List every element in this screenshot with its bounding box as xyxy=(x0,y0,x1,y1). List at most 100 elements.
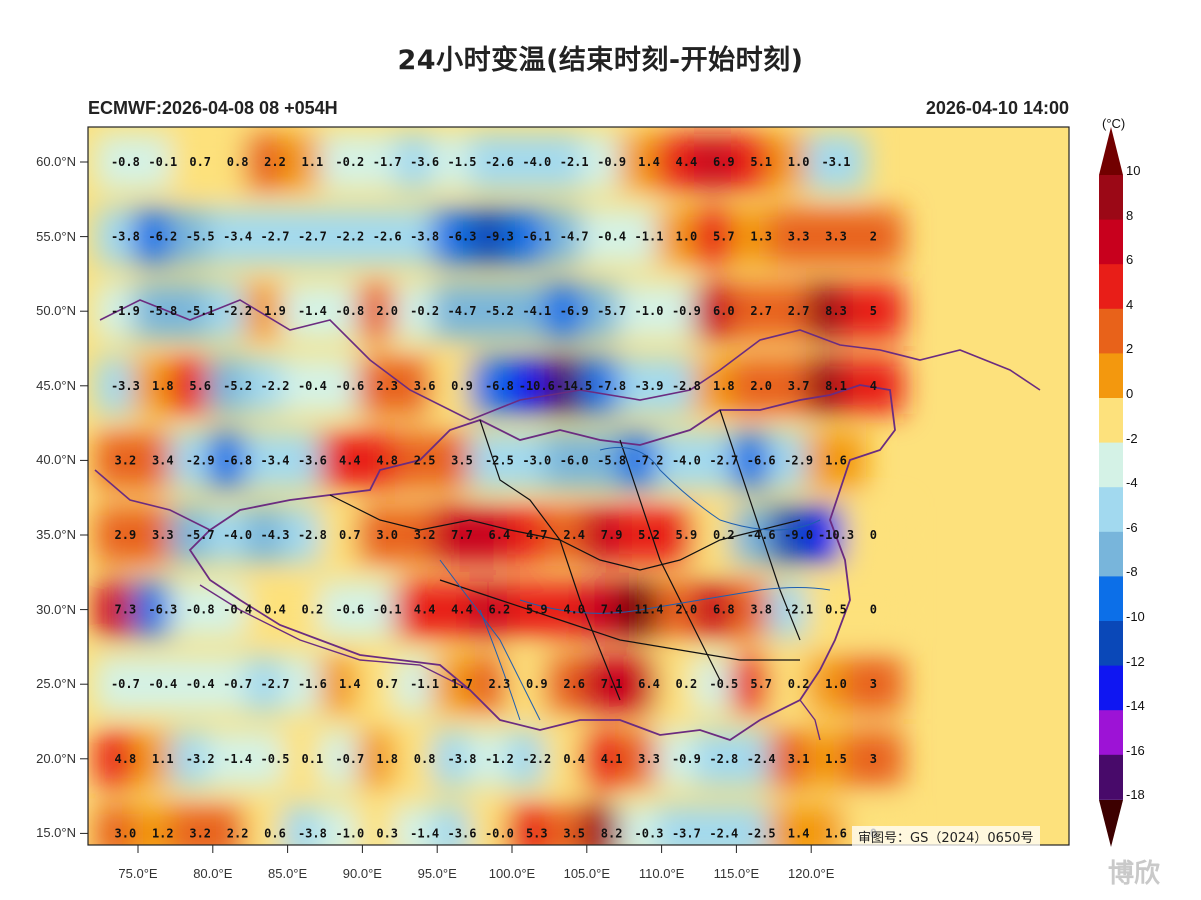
grid-value: -6.1 xyxy=(522,230,551,244)
grid-value: 5.7 xyxy=(750,677,772,691)
grid-value: -2.8 xyxy=(298,528,327,542)
grid-value: 5.9 xyxy=(526,603,548,617)
grid-value: -10.3 xyxy=(818,528,854,542)
field-cell xyxy=(843,581,904,638)
grid-value: 0 xyxy=(870,528,877,542)
grid-value: -1.4 xyxy=(298,304,327,318)
grid-value: 3.3 xyxy=(825,230,847,244)
model-run-label: ECMWF:2026-04-08 08 +054H xyxy=(88,98,338,118)
grid-value: 1.2 xyxy=(152,826,174,840)
grid-value: -0.6 xyxy=(335,603,364,617)
grid-value: -2.6 xyxy=(373,230,402,244)
grid-value: 2.6 xyxy=(563,677,585,691)
colorbar-box xyxy=(1099,398,1123,444)
latitude-label: 15.0°N xyxy=(36,825,76,841)
grid-value: -0.1 xyxy=(148,155,177,169)
grid-value: -6.3 xyxy=(148,603,177,617)
grid-value: 1.3 xyxy=(750,230,772,244)
colorbar-box xyxy=(1099,710,1123,756)
grid-value: -3.1 xyxy=(822,155,851,169)
grid-value: 2.7 xyxy=(788,304,810,318)
grid-value: -5.5 xyxy=(186,230,215,244)
colorbar-tick-label: -8 xyxy=(1126,564,1138,580)
grid-value: -2.7 xyxy=(261,677,290,691)
grid-value: 4.0 xyxy=(563,603,585,617)
grid-value: 3.8 xyxy=(750,603,772,617)
field-cell xyxy=(843,357,904,414)
grid-value: 0.1 xyxy=(302,752,324,766)
grid-value: 1.8 xyxy=(713,379,735,393)
grid-value: -3.7 xyxy=(672,826,701,840)
grid-value: -4.3 xyxy=(261,528,290,542)
grid-value: -6.3 xyxy=(448,230,477,244)
grid-value: -2.5 xyxy=(485,453,514,467)
colorbar-tick-label: -12 xyxy=(1126,653,1145,669)
grid-value: -1.0 xyxy=(635,304,664,318)
grid-value: 4.1 xyxy=(601,752,623,766)
grid-value: 3.3 xyxy=(788,230,810,244)
colorbar-box xyxy=(1099,264,1123,310)
grid-value: -4.0 xyxy=(223,528,252,542)
grid-value: 7.3 xyxy=(115,603,137,617)
field-cell xyxy=(806,432,866,489)
grid-value: 11.4 xyxy=(635,603,664,617)
grid-value: 2.9 xyxy=(115,528,137,542)
grid-value: 3.3 xyxy=(152,528,174,542)
grid-value: 3.0 xyxy=(115,826,137,840)
watermark: 博欣 xyxy=(1108,859,1161,889)
grid-value: -7.8 xyxy=(597,379,626,393)
grid-value: 0.7 xyxy=(339,528,361,542)
grid-value: -1.4 xyxy=(223,752,252,766)
grid-value: 0.2 xyxy=(788,677,810,691)
grid-value: 8.3 xyxy=(825,304,847,318)
colorbar-top-arrow xyxy=(1099,127,1123,175)
grid-value: 5.9 xyxy=(676,528,698,542)
grid-value: 0.7 xyxy=(376,677,398,691)
grid-value: -3.4 xyxy=(261,453,290,467)
grid-value: -6.0 xyxy=(560,453,589,467)
grid-value: 7.9 xyxy=(601,528,623,542)
grid-value: -4.7 xyxy=(560,230,589,244)
grid-value: 0.7 xyxy=(189,155,211,169)
latitude-label: 50.0°N xyxy=(36,303,76,319)
grid-value: -9.3 xyxy=(485,230,514,244)
grid-value: 2.0 xyxy=(750,379,772,393)
grid-value: 3.7 xyxy=(788,379,810,393)
grid-value: -3.6 xyxy=(298,453,327,467)
grid-value: -2.6 xyxy=(485,155,514,169)
grid-value: -1.1 xyxy=(410,677,439,691)
grid-value: 6.8 xyxy=(713,603,735,617)
grid-value: 3.6 xyxy=(414,379,436,393)
grid-value: 0.3 xyxy=(376,826,398,840)
grid-value: 1.8 xyxy=(152,379,174,393)
colorbar-boxes xyxy=(1099,175,1123,800)
grid-value: -2.8 xyxy=(672,379,701,393)
grid-value: 0.2 xyxy=(713,528,735,542)
grid-value: 1.0 xyxy=(825,677,847,691)
grid-value: -4.7 xyxy=(448,304,477,318)
colorbar-box xyxy=(1099,175,1123,221)
grid-value: 2.7 xyxy=(750,304,772,318)
colorbar-tick-label: 0 xyxy=(1126,386,1134,401)
colorbar-tick-label: -18 xyxy=(1126,787,1145,803)
grid-value: 1.6 xyxy=(825,453,847,467)
grid-value: 2.5 xyxy=(414,453,436,467)
latitude-label: 40.0°N xyxy=(36,452,76,468)
grid-value: 3.1 xyxy=(788,752,810,766)
grid-value: -5.1 xyxy=(186,304,215,318)
latitude-label: 55.0°N xyxy=(36,228,76,244)
grid-value: 2.2 xyxy=(264,155,286,169)
grid-value: 6.0 xyxy=(713,304,735,318)
grid-value: -2.7 xyxy=(298,230,327,244)
grid-value: 2.3 xyxy=(376,379,398,393)
grid-value: 1.9 xyxy=(264,304,286,318)
grid-value: -14.5 xyxy=(556,379,592,393)
grid-value: 2 xyxy=(870,230,877,244)
grid-value: -0.6 xyxy=(335,379,364,393)
grid-value: 5.2 xyxy=(638,528,660,542)
longitude-label: 95.0°E xyxy=(417,866,457,881)
field-cell xyxy=(843,208,904,265)
colorbar xyxy=(1099,127,1123,847)
colorbar-box xyxy=(1099,487,1123,533)
grid-value: 0.9 xyxy=(526,677,548,691)
